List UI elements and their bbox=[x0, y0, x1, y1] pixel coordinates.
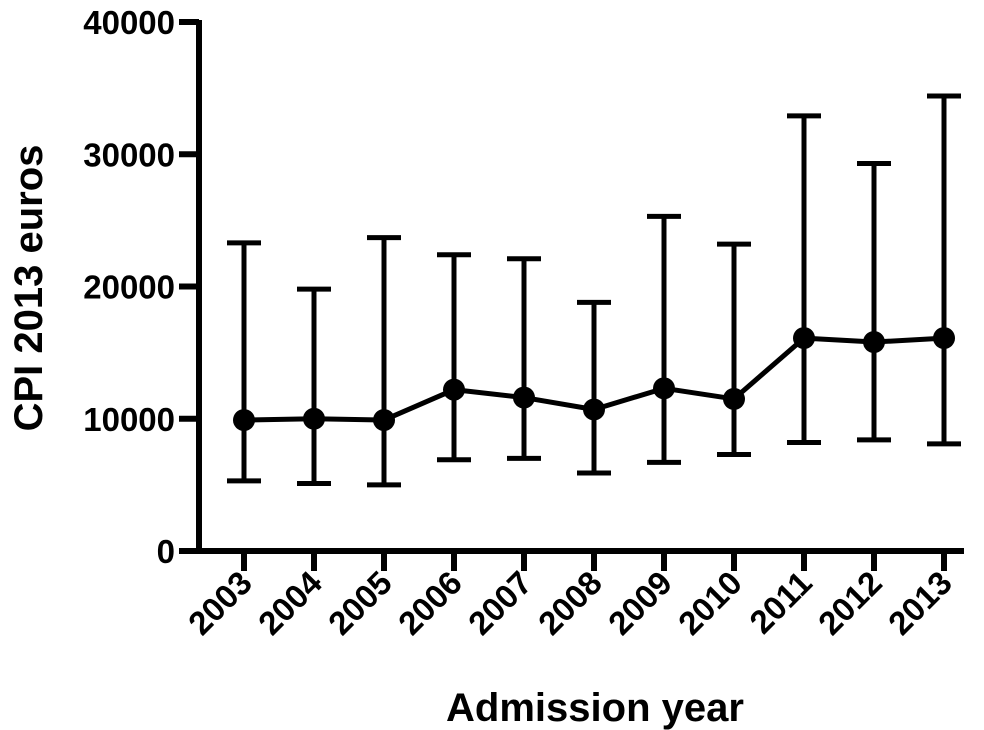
data-point bbox=[653, 377, 675, 400]
x-tick-label: 2009 bbox=[601, 564, 679, 642]
x-axis-title: Admission year bbox=[446, 686, 744, 730]
y-axis: 0 10000 20000 30000 40000 bbox=[83, 4, 202, 570]
data-point bbox=[583, 398, 605, 421]
x-tick-label: 2003 bbox=[181, 564, 259, 642]
x-tick-label: 2006 bbox=[391, 564, 469, 642]
data-point bbox=[793, 327, 815, 350]
x-axis: 2003200420052006200720082009201020112012… bbox=[181, 548, 964, 642]
y-tick-label: 30000 bbox=[83, 136, 175, 173]
y-tick-label: 0 bbox=[157, 533, 175, 570]
error-bars bbox=[227, 93, 961, 488]
data-point bbox=[303, 407, 325, 430]
x-tick-label: 2011 bbox=[742, 564, 819, 641]
x-tick-label: 2013 bbox=[881, 564, 959, 642]
y-tick-label: 10000 bbox=[83, 401, 175, 438]
y-tick-label: 40000 bbox=[83, 4, 175, 41]
x-tick-label: 2012 bbox=[811, 564, 889, 642]
data-point bbox=[933, 327, 955, 350]
data-point bbox=[233, 409, 255, 432]
data-point bbox=[443, 378, 465, 401]
data-point bbox=[513, 386, 535, 409]
x-tick-label: 2008 bbox=[531, 564, 609, 642]
x-tick-label: 2007 bbox=[461, 564, 539, 642]
y-tick-label: 20000 bbox=[83, 269, 175, 306]
data-points bbox=[233, 327, 955, 432]
x-tick-label: 2004 bbox=[251, 563, 330, 642]
x-tick-label: 2005 bbox=[321, 564, 399, 642]
y-axis-title: CPI 2013 euros bbox=[7, 145, 51, 432]
x-tick-label: 2010 bbox=[671, 564, 749, 642]
data-point bbox=[373, 409, 395, 432]
data-point bbox=[723, 387, 745, 410]
data-point bbox=[863, 331, 885, 354]
